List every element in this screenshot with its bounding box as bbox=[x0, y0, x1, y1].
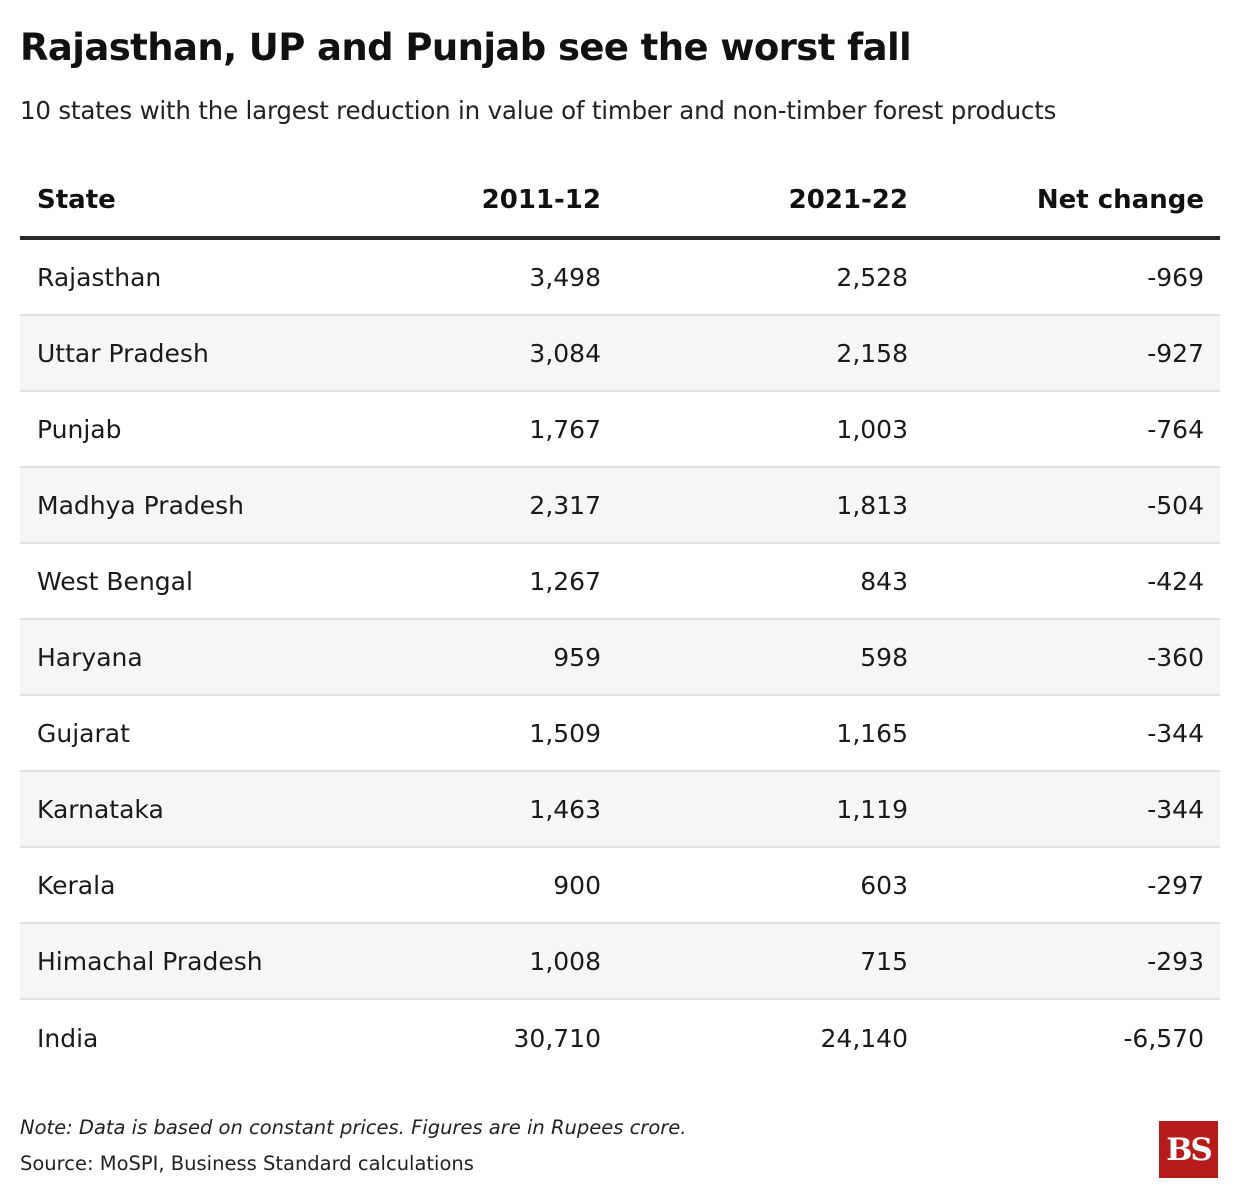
table-row: Himachal Pradesh 1,008 715 -293 bbox=[20, 924, 1220, 1000]
cell-2011-12: 900 bbox=[553, 870, 601, 900]
cell-2021-22: 1,119 bbox=[836, 794, 908, 824]
cell-2021-22: 1,813 bbox=[836, 490, 908, 520]
cell-state: India bbox=[37, 1023, 99, 1053]
column-header-2011-12: 2011-12 bbox=[481, 185, 601, 215]
cell-2021-22: 1,165 bbox=[836, 718, 908, 748]
cell-2011-12: 30,710 bbox=[513, 1023, 601, 1053]
cell-net-change: -344 bbox=[1147, 718, 1204, 748]
chart-title: Rajasthan, UP and Punjab see the worst f… bbox=[20, 26, 912, 69]
table-row: India 30,710 24,140 -6,570 bbox=[20, 1000, 1220, 1076]
cell-net-change: -344 bbox=[1147, 794, 1204, 824]
table-body: Rajasthan 3,498 2,528 -969 Uttar Pradesh 3,08… bbox=[20, 240, 1220, 1076]
footnote: Note: Data is based on constant prices. … bbox=[20, 1116, 687, 1139]
cell-2021-22: 715 bbox=[860, 946, 908, 976]
column-header-net-change: Net change bbox=[1036, 185, 1204, 215]
cell-state: Karnataka bbox=[37, 794, 164, 824]
cell-2011-12: 959 bbox=[553, 642, 601, 672]
table-row: Uttar Pradesh 3,084 2,158 -927 bbox=[20, 316, 1220, 392]
cell-2021-22: 843 bbox=[860, 566, 908, 596]
cell-state: Haryana bbox=[37, 642, 143, 672]
chart-subtitle: 10 states with the largest reduction in … bbox=[20, 96, 1057, 125]
cell-2021-22: 2,158 bbox=[836, 338, 908, 368]
table-row: Punjab 1,767 1,003 -764 bbox=[20, 392, 1220, 468]
cell-2011-12: 1,767 bbox=[529, 414, 601, 444]
business-standard-logo: BS bbox=[1159, 1121, 1218, 1178]
cell-2011-12: 1,008 bbox=[529, 946, 601, 976]
cell-2021-22: 603 bbox=[860, 870, 908, 900]
cell-2011-12: 3,084 bbox=[529, 338, 601, 368]
source-note: Source: MoSPI, Business Standard calcula… bbox=[20, 1152, 474, 1175]
cell-net-change: -969 bbox=[1147, 262, 1204, 292]
cell-2011-12: 1,509 bbox=[529, 718, 601, 748]
table-row: Haryana 959 598 -360 bbox=[20, 620, 1220, 696]
table-row: Madhya Pradesh 2,317 1,813 -504 bbox=[20, 468, 1220, 544]
cell-2021-22: 24,140 bbox=[820, 1023, 908, 1053]
cell-state: Madhya Pradesh bbox=[37, 490, 245, 520]
column-header-2021-22: 2021-22 bbox=[788, 185, 908, 215]
cell-net-change: -297 bbox=[1147, 870, 1204, 900]
table-row: Rajasthan 3,498 2,528 -969 bbox=[20, 240, 1220, 316]
table-row: West Bengal 1,267 843 -424 bbox=[20, 544, 1220, 620]
cell-2011-12: 2,317 bbox=[529, 490, 601, 520]
cell-2011-12: 1,463 bbox=[529, 794, 601, 824]
cell-2021-22: 1,003 bbox=[836, 414, 908, 444]
cell-state: Punjab bbox=[37, 414, 122, 444]
table-header: State 2011-12 2021-22 Net change bbox=[20, 164, 1220, 240]
data-table: State 2011-12 2021-22 Net change Rajasth… bbox=[20, 164, 1220, 1076]
cell-2011-12: 3,498 bbox=[529, 262, 601, 292]
table-row: Gujarat 1,509 1,165 -344 bbox=[20, 696, 1220, 772]
cell-net-change: -504 bbox=[1147, 490, 1204, 520]
cell-state: Uttar Pradesh bbox=[37, 338, 209, 368]
cell-2021-22: 2,528 bbox=[836, 262, 908, 292]
cell-net-change: -424 bbox=[1147, 566, 1204, 596]
table-row: Karnataka 1,463 1,119 -344 bbox=[20, 772, 1220, 848]
column-header-state: State bbox=[37, 185, 116, 215]
cell-2021-22: 598 bbox=[860, 642, 908, 672]
cell-2011-12: 1,267 bbox=[529, 566, 601, 596]
cell-net-change: -927 bbox=[1147, 338, 1204, 368]
cell-net-change: -293 bbox=[1147, 946, 1204, 976]
cell-net-change: -764 bbox=[1147, 414, 1204, 444]
cell-state: Kerala bbox=[37, 870, 116, 900]
cell-net-change: -360 bbox=[1147, 642, 1204, 672]
cell-state: Rajasthan bbox=[37, 262, 162, 292]
cell-state: West Bengal bbox=[37, 566, 193, 596]
cell-net-change: -6,570 bbox=[1123, 1023, 1204, 1053]
table-row: Kerala 900 603 -297 bbox=[20, 848, 1220, 924]
cell-state: Himachal Pradesh bbox=[37, 946, 263, 976]
cell-state: Gujarat bbox=[37, 718, 130, 748]
